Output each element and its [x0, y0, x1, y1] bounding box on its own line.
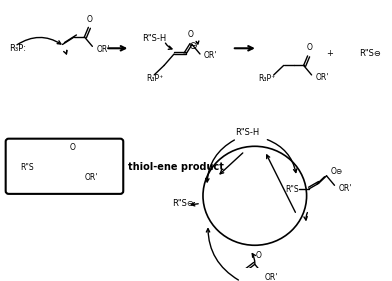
Text: R"S⊖: R"S⊖	[359, 49, 381, 58]
Text: R"S: R"S	[285, 185, 299, 194]
Text: R"S⊖: R"S⊖	[172, 199, 194, 208]
Text: O: O	[69, 143, 75, 152]
FancyBboxPatch shape	[5, 139, 123, 194]
Text: +: +	[326, 49, 333, 58]
Text: thiol-ene product: thiol-ene product	[128, 162, 224, 172]
Text: R"S: R"S	[21, 163, 34, 172]
Text: O: O	[188, 30, 194, 39]
Text: R₃P⁺: R₃P⁺	[258, 74, 275, 83]
Text: OR': OR'	[84, 173, 98, 182]
Text: OR': OR'	[204, 51, 217, 60]
Text: O: O	[87, 15, 93, 24]
Text: OR': OR'	[96, 45, 110, 54]
Text: O: O	[256, 251, 262, 260]
Text: O⊖: O⊖	[330, 167, 343, 176]
Text: ⊖: ⊖	[188, 41, 196, 51]
Text: OR': OR'	[316, 73, 329, 82]
Text: O: O	[307, 43, 312, 52]
Text: R"S-H: R"S-H	[235, 128, 259, 137]
Text: R₃P:: R₃P:	[9, 44, 25, 53]
Text: OR': OR'	[339, 184, 352, 193]
Text: OR': OR'	[265, 273, 278, 281]
Text: R₃P⁺: R₃P⁺	[146, 74, 163, 83]
Text: R"S-H: R"S-H	[142, 34, 167, 43]
